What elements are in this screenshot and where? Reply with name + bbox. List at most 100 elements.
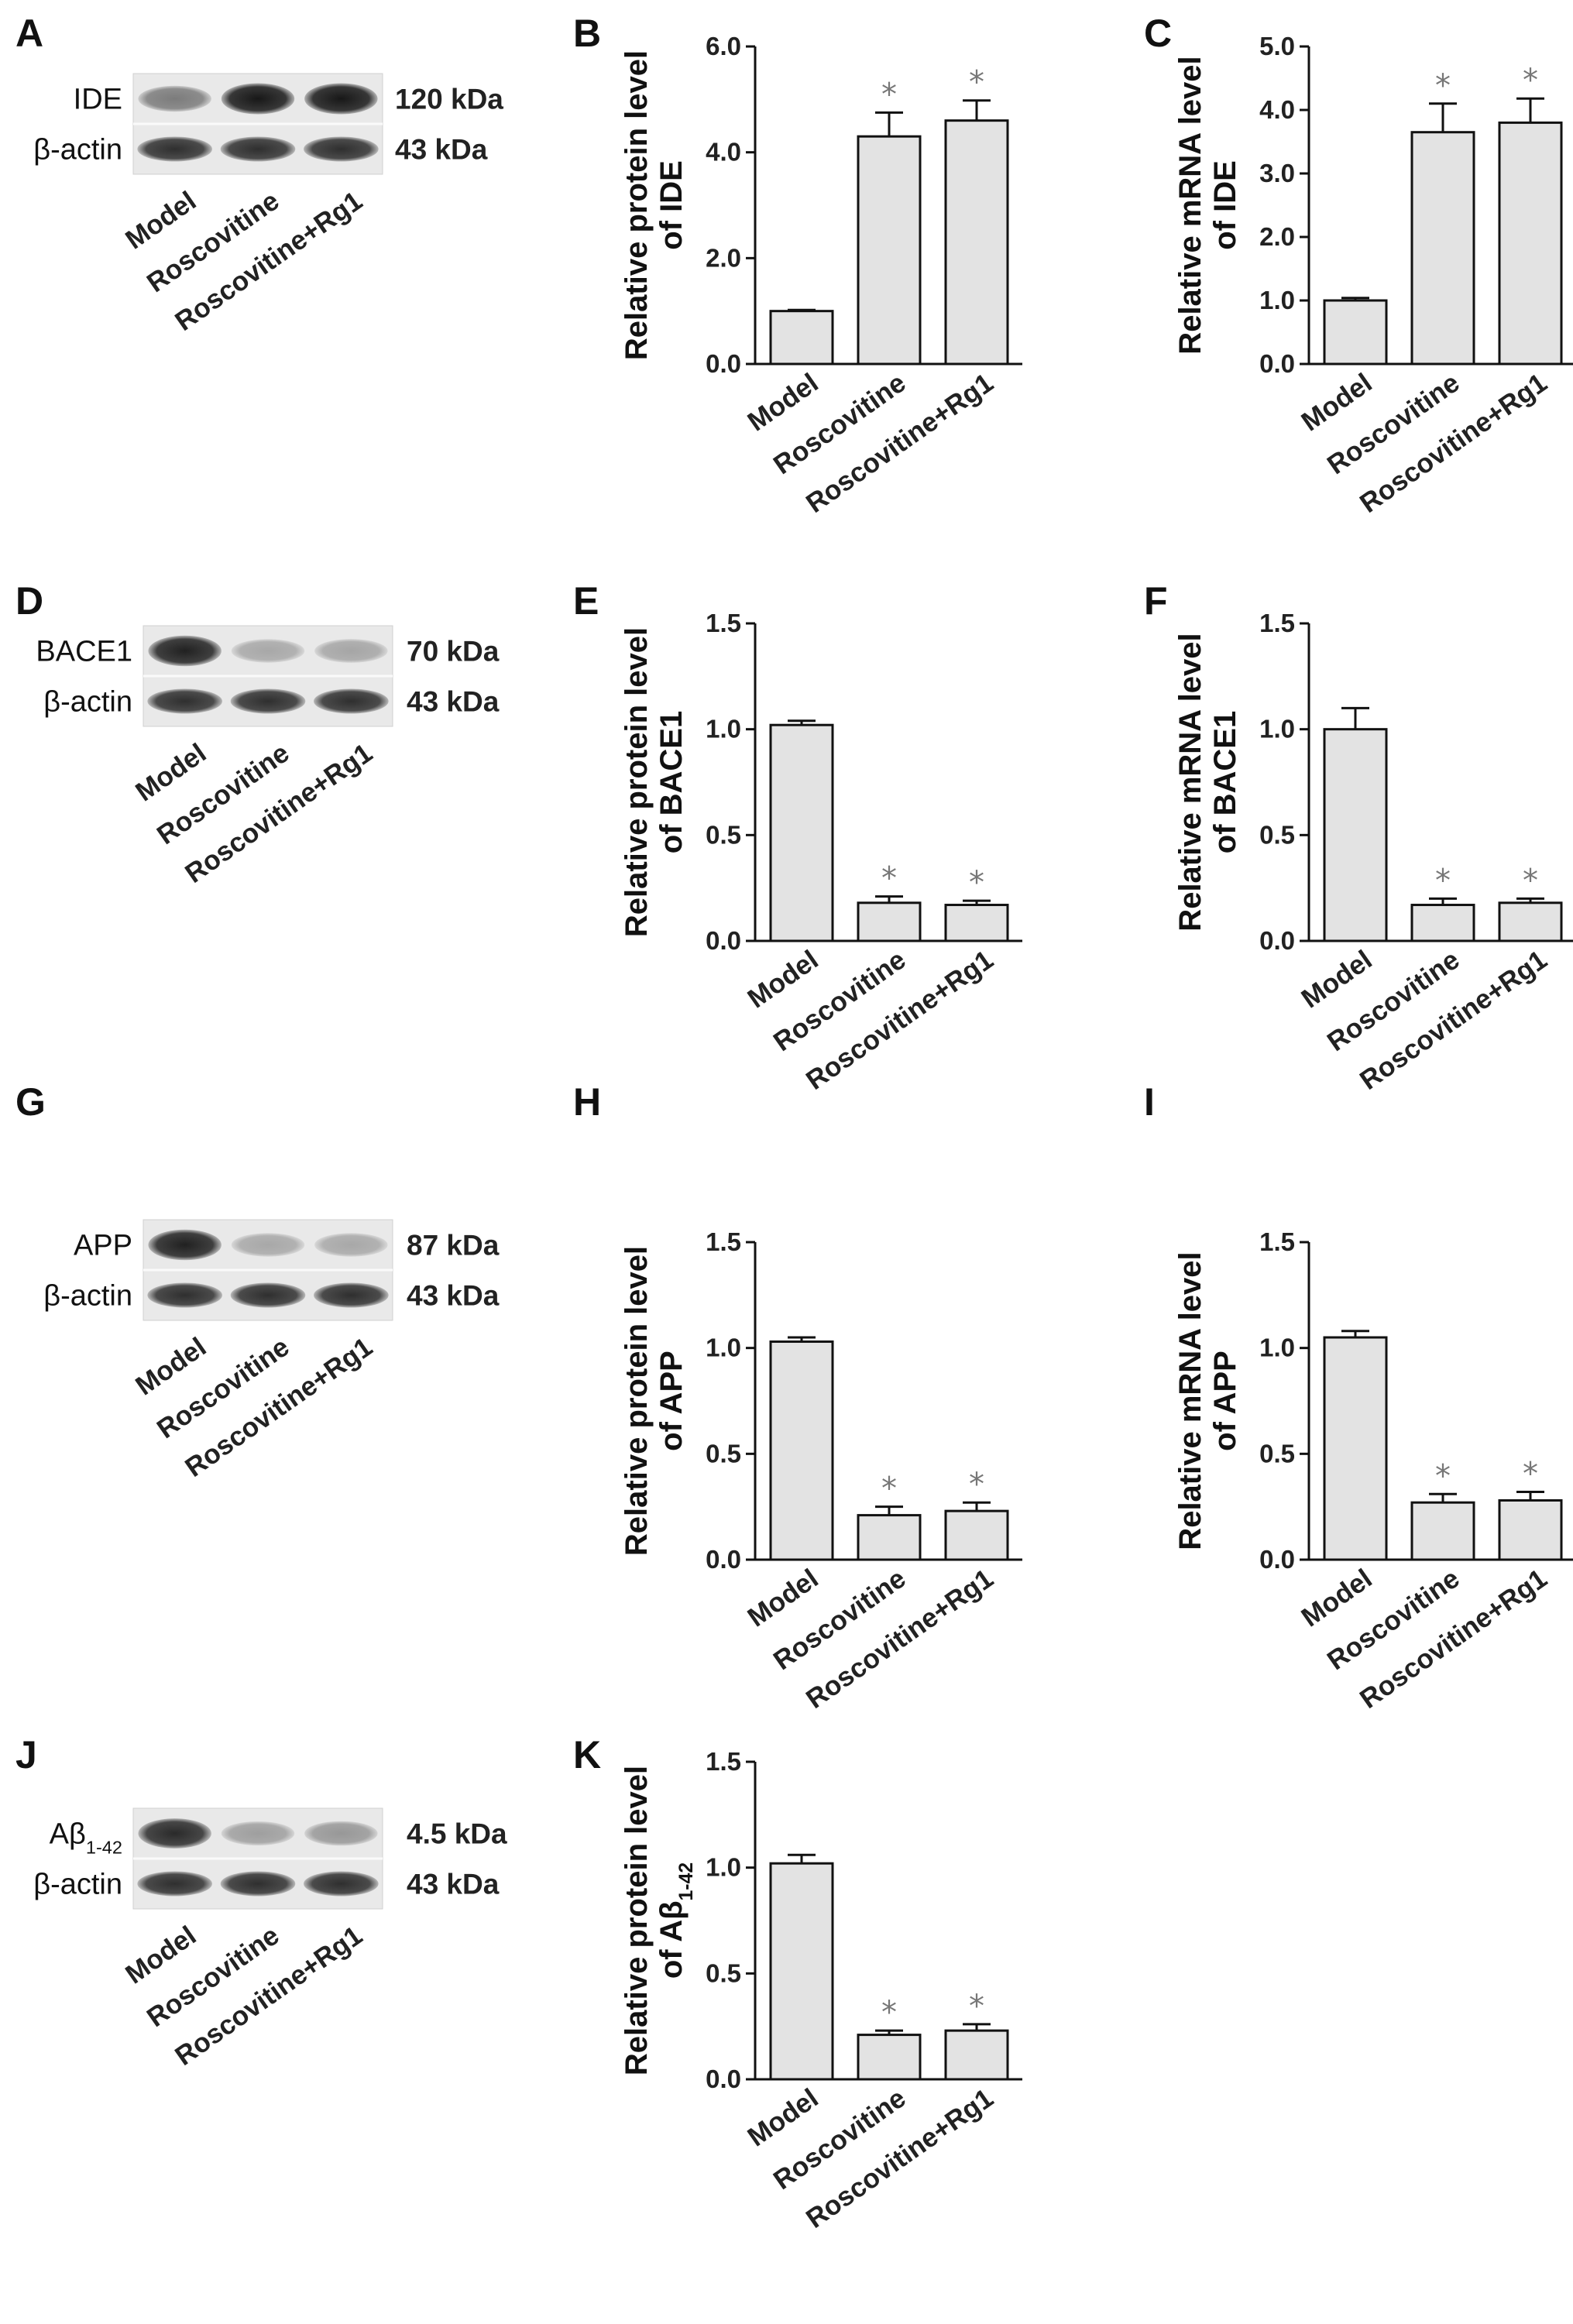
bar — [944, 2029, 1009, 2081]
panel-label: J — [15, 1733, 37, 1776]
top-band — [231, 639, 305, 663]
y-tick-label: 1.5 — [1259, 1227, 1295, 1256]
actin-band — [220, 1871, 296, 1897]
significance-mark: * — [1435, 1458, 1451, 1494]
bar-chart-k: K Relative protein level of Aβ1-42 0.0 0.5 1.… — [573, 1733, 1022, 2234]
significance-mark: * — [969, 1989, 984, 2024]
bar — [769, 1340, 834, 1561]
y-tick-label: 5.0 — [1259, 32, 1295, 60]
bar — [857, 1514, 922, 1561]
panel-label: B — [573, 12, 601, 55]
bar — [1498, 901, 1563, 942]
actin-band — [314, 688, 389, 714]
bar — [857, 135, 922, 366]
top-band — [314, 639, 388, 663]
actin-band — [137, 1871, 212, 1897]
y-tick-label: 0.0 — [706, 1545, 741, 1574]
bar — [857, 2034, 922, 2081]
y-tick-label: 0.0 — [706, 2065, 741, 2093]
actin-band — [220, 136, 296, 162]
panel-label: K — [573, 1733, 601, 1776]
y-axis-label: of BACE1 — [654, 711, 689, 853]
y-tick-label: 1.0 — [1259, 1334, 1295, 1362]
y-tick-label: 1.5 — [706, 609, 741, 637]
y-tick-label: 4.0 — [1259, 95, 1295, 124]
bar-chart-e: E Relative protein level of BACE1 0.0 0.5 1.0… — [573, 579, 1022, 1096]
panel-label: G — [15, 1080, 46, 1124]
y-axis-label: Relative protein level — [620, 627, 654, 937]
bar — [944, 1509, 1009, 1561]
top-band — [138, 85, 211, 112]
y-tick-label: 0.5 — [1259, 1439, 1295, 1468]
y-axis-label: Relative mRNA level — [1173, 633, 1207, 931]
y-tick-label: 3.0 — [1259, 159, 1295, 187]
significance-mark: * — [881, 77, 897, 112]
actin-band — [230, 1282, 306, 1308]
kda-label: 43 kDa — [407, 1869, 500, 1900]
y-tick-label: 1.0 — [706, 1334, 741, 1362]
significance-mark: * — [881, 861, 897, 897]
y-axis-label: Relative protein level — [620, 1766, 654, 2075]
y-tick-label: 0.0 — [1259, 1545, 1295, 1574]
bar — [1410, 131, 1475, 366]
actin-band — [314, 1282, 389, 1308]
panel-label: D — [15, 579, 43, 623]
panel-label: H — [573, 1080, 601, 1124]
y-tick-label: 1.0 — [1259, 715, 1295, 743]
bar — [769, 310, 834, 366]
bar — [1323, 1336, 1388, 1561]
band-name: β-actin — [43, 686, 132, 719]
bar — [1498, 1498, 1563, 1561]
y-axis-label: of IDE — [1208, 160, 1242, 250]
panel-label: A — [15, 12, 43, 55]
bar — [1498, 121, 1563, 366]
significance-mark: * — [969, 1467, 984, 1502]
bar — [1410, 904, 1475, 942]
actin-band — [304, 1871, 379, 1897]
y-tick-label: 0.0 — [1259, 349, 1295, 378]
y-axis-label: Relative mRNA level — [1173, 56, 1207, 354]
kda-label: 43 kDa — [395, 134, 488, 166]
actin-band — [147, 688, 222, 714]
band-name: BACE1 — [36, 636, 132, 668]
kda-label: 87 kDa — [407, 1230, 500, 1262]
y-tick-label: 1.0 — [1259, 286, 1295, 314]
y-axis-label: of Aβ1-42 — [654, 1862, 697, 1979]
kda-label: 43 kDa — [407, 1280, 500, 1312]
y-tick-label: 0.0 — [706, 926, 741, 955]
significance-mark: * — [881, 1471, 897, 1507]
band-name: β-actin — [33, 1869, 122, 1901]
kda-label: 70 kDa — [407, 636, 500, 668]
top-band — [231, 1233, 305, 1257]
y-tick-label: 0.5 — [706, 1439, 741, 1468]
panel-label: I — [1144, 1080, 1155, 1124]
y-axis-label: Relative protein level — [620, 50, 654, 360]
y-axis-label: of IDE — [654, 160, 689, 250]
top-band — [138, 1818, 211, 1849]
y-tick-label: 6.0 — [706, 32, 741, 60]
top-band — [148, 635, 222, 667]
band-name: β-actin — [33, 134, 122, 166]
band-name: Aβ1-42 — [50, 1818, 122, 1858]
significance-mark: * — [1523, 63, 1538, 98]
significance-mark: * — [969, 865, 984, 901]
y-tick-label: 1.5 — [706, 1227, 741, 1256]
band-name: β-actin — [43, 1280, 132, 1313]
y-axis-label: of BACE1 — [1208, 711, 1242, 853]
bar — [1323, 728, 1388, 942]
y-tick-label: 1.5 — [706, 1747, 741, 1776]
y-tick-label: 1.0 — [706, 715, 741, 743]
bar — [1323, 299, 1388, 366]
y-tick-label: 0.0 — [706, 349, 741, 378]
bar — [944, 904, 1009, 942]
band-name: IDE — [74, 84, 122, 116]
kda-label: 43 kDa — [407, 686, 500, 718]
panel-label: F — [1144, 579, 1168, 623]
top-band — [314, 1233, 388, 1257]
